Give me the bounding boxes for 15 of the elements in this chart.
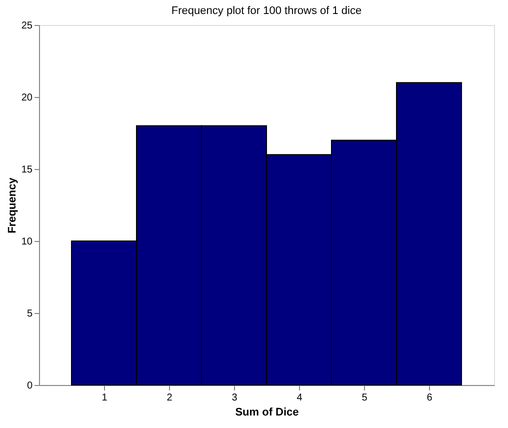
y-axis-title: Frequency xyxy=(6,176,18,234)
x-tick-label: 4 xyxy=(296,392,303,404)
y-tick-label: 15 xyxy=(21,164,33,176)
x-tick-label: 1 xyxy=(102,392,108,404)
y-tick-label: 0 xyxy=(26,380,33,392)
y-tick-label: 5 xyxy=(26,308,33,320)
y-tick-label: 10 xyxy=(21,236,33,248)
x-tick-label: 6 xyxy=(426,392,433,404)
y-tick-label: 20 xyxy=(21,92,33,104)
x-axis-title: Sum of Dice xyxy=(235,406,299,418)
x-tick-label: 2 xyxy=(166,392,173,404)
x-tick-label: 5 xyxy=(362,392,368,404)
x-tick-label: 3 xyxy=(232,392,238,404)
chart-title: Frequency plot for 100 throws of 1 dice xyxy=(171,5,362,17)
y-tick-label: 25 xyxy=(21,20,33,32)
